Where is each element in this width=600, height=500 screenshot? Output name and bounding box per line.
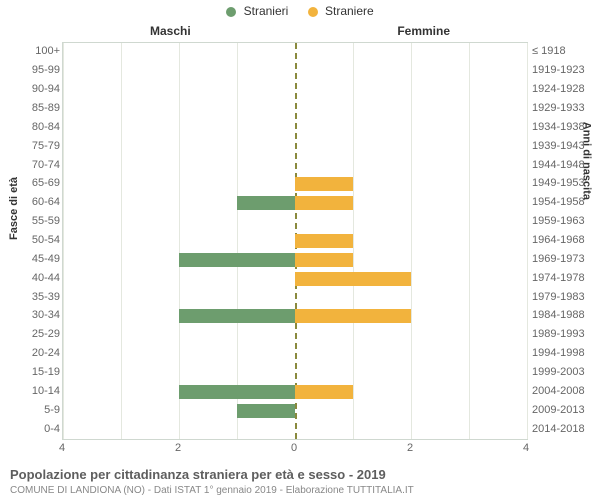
y-tick-age: 90-94 bbox=[4, 80, 60, 98]
y-tick-age: 45-49 bbox=[4, 250, 60, 268]
bar-row bbox=[63, 382, 527, 401]
x-tick: 0 bbox=[291, 442, 297, 454]
bar-row bbox=[63, 43, 527, 62]
bar-row bbox=[63, 137, 527, 156]
y-tick-birth: 1989-1993 bbox=[532, 325, 598, 343]
bar-row bbox=[63, 420, 527, 439]
y-tick-age: 60-64 bbox=[4, 193, 60, 211]
bar-female bbox=[295, 253, 353, 267]
y-tick-age: 25-29 bbox=[4, 325, 60, 343]
bar-female bbox=[295, 177, 353, 191]
bar-row bbox=[63, 307, 527, 326]
gridline bbox=[527, 43, 528, 439]
y-tick-age: 5-9 bbox=[4, 401, 60, 419]
y-tick-age: 0-4 bbox=[4, 420, 60, 438]
legend-item-stranieri: Stranieri bbox=[226, 4, 288, 18]
y-tick-age: 15-19 bbox=[4, 363, 60, 381]
y-tick-age: 80-84 bbox=[4, 118, 60, 136]
bar-male bbox=[179, 385, 295, 399]
bar-row bbox=[63, 345, 527, 364]
x-tick: 2 bbox=[175, 442, 181, 454]
y-tick-birth: 1959-1963 bbox=[532, 212, 598, 230]
y-tick-birth: 1949-1953 bbox=[532, 174, 598, 192]
legend-swatch bbox=[308, 7, 318, 17]
bar-row bbox=[63, 62, 527, 81]
y-tick-birth: 1924-1928 bbox=[532, 80, 598, 98]
y-tick-birth: 1939-1943 bbox=[532, 137, 598, 155]
bar-row bbox=[63, 250, 527, 269]
bar-male bbox=[237, 196, 295, 210]
x-tick: 4 bbox=[523, 442, 529, 454]
bar-row bbox=[63, 194, 527, 213]
y-tick-birth: 1984-1988 bbox=[532, 306, 598, 324]
y-tick-birth: 1999-2003 bbox=[532, 363, 598, 381]
bar-female bbox=[295, 272, 411, 286]
y-tick-birth: 2004-2008 bbox=[532, 382, 598, 400]
bar-female bbox=[295, 196, 353, 210]
y-tick-age: 95-99 bbox=[4, 61, 60, 79]
bar-female bbox=[295, 385, 353, 399]
chart-wrap: Stranieri Straniere Maschi Femmine Fasce… bbox=[0, 0, 600, 500]
bar-male bbox=[179, 253, 295, 267]
y-tick-age: 55-59 bbox=[4, 212, 60, 230]
y-tick-age: 70-74 bbox=[4, 156, 60, 174]
y-tick-age: 50-54 bbox=[4, 231, 60, 249]
legend-label: Straniere bbox=[325, 4, 374, 18]
y-tick-birth: 1979-1983 bbox=[532, 288, 598, 306]
bar-row bbox=[63, 156, 527, 175]
x-tick: 2 bbox=[407, 442, 413, 454]
y-tick-birth: 1954-1958 bbox=[532, 193, 598, 211]
bar-male bbox=[179, 309, 295, 323]
bar-row bbox=[63, 326, 527, 345]
chart-subtitle: COMUNE DI LANDIONA (NO) - Dati ISTAT 1° … bbox=[10, 485, 414, 496]
bar-row bbox=[63, 175, 527, 194]
bar-female bbox=[295, 309, 411, 323]
y-tick-age: 20-24 bbox=[4, 344, 60, 362]
y-tick-age: 30-34 bbox=[4, 306, 60, 324]
y-tick-birth: 1944-1948 bbox=[532, 156, 598, 174]
y-tick-birth: 1964-1968 bbox=[532, 231, 598, 249]
bar-row bbox=[63, 288, 527, 307]
y-tick-age: 40-44 bbox=[4, 269, 60, 287]
bar-row bbox=[63, 118, 527, 137]
y-tick-age: 10-14 bbox=[4, 382, 60, 400]
y-tick-age: 35-39 bbox=[4, 288, 60, 306]
column-title-female: Femmine bbox=[397, 24, 450, 38]
y-tick-age: 75-79 bbox=[4, 137, 60, 155]
y-tick-birth: 1974-1978 bbox=[532, 269, 598, 287]
y-tick-age: 65-69 bbox=[4, 174, 60, 192]
plot-area bbox=[62, 42, 528, 440]
legend-swatch bbox=[226, 7, 236, 17]
y-tick-birth: 1919-1923 bbox=[532, 61, 598, 79]
y-tick-birth: 1994-1998 bbox=[532, 344, 598, 362]
bar-row bbox=[63, 213, 527, 232]
y-tick-birth: 2014-2018 bbox=[532, 420, 598, 438]
y-tick-birth: 1929-1933 bbox=[532, 99, 598, 117]
y-tick-birth: 1934-1938 bbox=[532, 118, 598, 136]
x-tick: 4 bbox=[59, 442, 65, 454]
legend-item-straniere: Straniere bbox=[308, 4, 374, 18]
bar-row bbox=[63, 269, 527, 288]
chart-title: Popolazione per cittadinanza straniera p… bbox=[10, 467, 386, 482]
y-tick-age: 85-89 bbox=[4, 99, 60, 117]
bar-male bbox=[237, 404, 295, 418]
y-tick-birth: ≤ 1918 bbox=[532, 42, 598, 60]
y-tick-age: 100+ bbox=[4, 42, 60, 60]
y-tick-birth: 1969-1973 bbox=[532, 250, 598, 268]
bar-row bbox=[63, 364, 527, 383]
y-tick-birth: 2009-2013 bbox=[532, 401, 598, 419]
legend: Stranieri Straniere bbox=[0, 4, 600, 18]
bar-row bbox=[63, 81, 527, 100]
bar-row bbox=[63, 100, 527, 119]
legend-label: Stranieri bbox=[244, 4, 289, 18]
bar-row bbox=[63, 232, 527, 251]
bar-female bbox=[295, 234, 353, 248]
bar-row bbox=[63, 401, 527, 420]
column-title-male: Maschi bbox=[150, 24, 191, 38]
